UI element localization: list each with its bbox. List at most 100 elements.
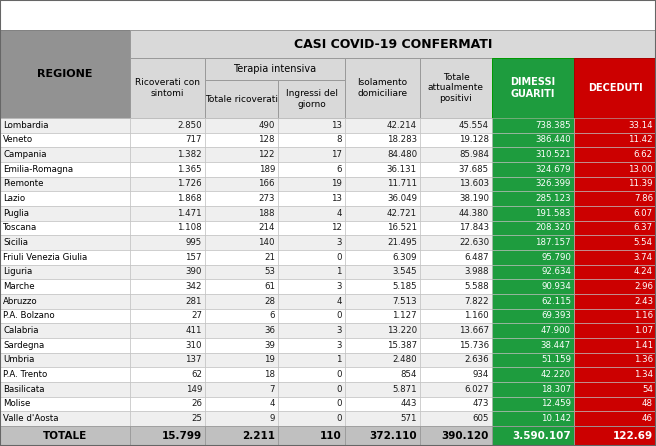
Bar (574, 368, 656, 382)
Bar (130, 30, 656, 58)
Bar (205, 147, 278, 162)
Text: 44.380: 44.380 (459, 209, 489, 218)
Bar (492, 162, 574, 177)
Text: Lombardia: Lombardia (3, 121, 49, 130)
Bar (278, 132, 345, 147)
Bar (130, 221, 205, 235)
Text: 214: 214 (258, 223, 275, 232)
Text: 21: 21 (264, 253, 275, 262)
Text: 51.159: 51.159 (541, 355, 571, 364)
Bar (205, 58, 345, 80)
Bar (492, 177, 574, 191)
Text: 4: 4 (337, 209, 342, 218)
Text: 16.521: 16.521 (387, 223, 417, 232)
Text: 605: 605 (472, 414, 489, 423)
Text: 166: 166 (258, 179, 275, 189)
Text: 36: 36 (264, 326, 275, 335)
Text: 2.480: 2.480 (392, 355, 417, 364)
Text: 149: 149 (186, 385, 202, 394)
Text: 90.934: 90.934 (541, 282, 571, 291)
Text: 2.43: 2.43 (634, 297, 653, 306)
Bar (130, 177, 205, 191)
Bar (205, 191, 278, 206)
Bar (0, 132, 130, 147)
Text: 273: 273 (258, 194, 275, 203)
Bar (0, 147, 130, 162)
Bar (492, 396, 574, 411)
Bar (420, 264, 492, 279)
Text: 1.365: 1.365 (177, 165, 202, 174)
Text: 19: 19 (331, 179, 342, 189)
Bar (0, 30, 130, 118)
Text: Liguria: Liguria (3, 268, 32, 277)
Bar (492, 250, 574, 264)
Text: Ricoverati con
sintomi: Ricoverati con sintomi (135, 78, 200, 98)
Text: 62: 62 (191, 370, 202, 379)
Bar (205, 118, 278, 132)
Bar (205, 162, 278, 177)
Text: 281: 281 (186, 297, 202, 306)
Text: 3: 3 (337, 341, 342, 350)
Text: 2.211: 2.211 (242, 431, 275, 441)
Bar (420, 338, 492, 353)
Bar (420, 118, 492, 132)
Text: 10.142: 10.142 (541, 414, 571, 423)
Text: 0: 0 (337, 400, 342, 409)
Text: 1.382: 1.382 (177, 150, 202, 159)
Bar (0, 118, 130, 132)
Text: 69.393: 69.393 (541, 311, 571, 321)
Bar (130, 250, 205, 264)
Bar (130, 294, 205, 309)
Text: 38.190: 38.190 (459, 194, 489, 203)
Text: Isolamento
domiciliare: Isolamento domiciliare (358, 78, 407, 98)
Bar (492, 118, 574, 132)
Bar (130, 264, 205, 279)
Text: 110: 110 (320, 431, 342, 441)
Bar (205, 368, 278, 382)
Bar (574, 411, 656, 426)
Bar (278, 368, 345, 382)
Bar (278, 411, 345, 426)
Bar (0, 235, 130, 250)
Text: 285.123: 285.123 (535, 194, 571, 203)
Bar (130, 147, 205, 162)
Bar (205, 132, 278, 147)
Text: 8: 8 (337, 136, 342, 145)
Text: 37.685: 37.685 (459, 165, 489, 174)
Bar (345, 368, 420, 382)
Bar (205, 250, 278, 264)
Text: 13.603: 13.603 (459, 179, 489, 189)
Text: 42.214: 42.214 (387, 121, 417, 130)
Bar (420, 235, 492, 250)
Bar (420, 147, 492, 162)
Bar (345, 132, 420, 147)
Text: 1.16: 1.16 (634, 311, 653, 321)
Text: 187.157: 187.157 (535, 238, 571, 247)
Bar (278, 279, 345, 294)
Text: 25: 25 (191, 414, 202, 423)
Text: 122.69: 122.69 (613, 431, 653, 441)
Bar (278, 221, 345, 235)
Bar (574, 264, 656, 279)
Bar (345, 206, 420, 221)
Text: 3: 3 (337, 238, 342, 247)
Bar (0, 206, 130, 221)
Bar (205, 264, 278, 279)
Bar (278, 309, 345, 323)
Text: 3.590.107: 3.590.107 (512, 431, 571, 441)
Bar (492, 294, 574, 309)
Bar (420, 58, 492, 118)
Text: 7: 7 (270, 385, 275, 394)
Text: 12.459: 12.459 (541, 400, 571, 409)
Bar (0, 0, 656, 30)
Bar (420, 221, 492, 235)
Bar (574, 235, 656, 250)
Bar (205, 294, 278, 309)
Bar (574, 118, 656, 132)
Text: 2.636: 2.636 (464, 355, 489, 364)
Text: 12: 12 (331, 223, 342, 232)
Text: 342: 342 (186, 282, 202, 291)
Text: P.A. Bolzano: P.A. Bolzano (3, 311, 54, 321)
Text: 137: 137 (186, 355, 202, 364)
Text: 38.447: 38.447 (541, 341, 571, 350)
